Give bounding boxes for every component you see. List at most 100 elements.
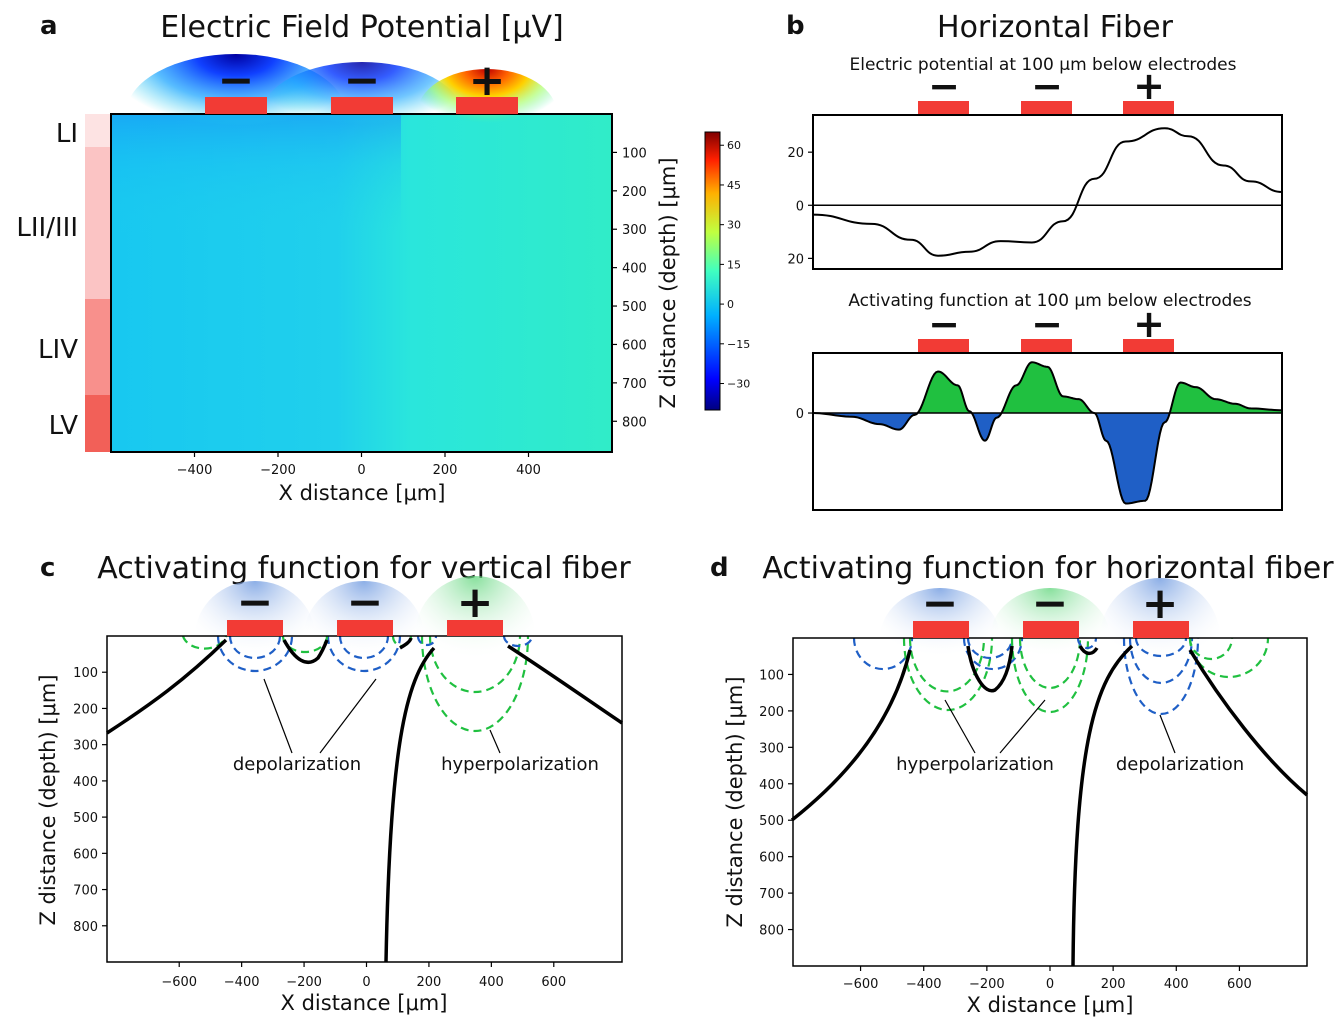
panel-d-x-ticks: −600 −400 −200 0 200 400 600 xyxy=(843,966,1252,992)
y-tick-label: 100 xyxy=(759,668,784,683)
y-tick-label: 700 xyxy=(622,377,647,392)
y-tick-label: 400 xyxy=(73,775,98,790)
electrode-sign-c-2: − xyxy=(347,577,384,628)
panel-c-black-contours xyxy=(106,637,623,963)
y-tick-label: 200 xyxy=(622,185,647,200)
electrode-c-1 xyxy=(227,620,283,636)
y-tick-label: 200 xyxy=(73,702,98,717)
layer-label-li: LI xyxy=(56,119,78,149)
electrode-sign-b2-1: − xyxy=(928,302,960,346)
y-tick-label: 700 xyxy=(73,884,98,899)
layer-band-li xyxy=(85,114,111,147)
panel-c-annotation-depolarization: depolarization xyxy=(233,754,361,775)
y-tick-label: 20 xyxy=(787,146,804,161)
y-tick-label: 300 xyxy=(622,223,647,238)
y-tick-label: 0 xyxy=(796,199,804,214)
electrode-sign-b2-3: + xyxy=(1133,302,1165,346)
x-tick-label: −200 xyxy=(286,975,322,990)
electrode-b2-1 xyxy=(918,339,969,353)
electrode-d-1 xyxy=(913,621,969,638)
panel-c-x-label: X distance [μm] xyxy=(281,991,448,1015)
hyperpolarization-area xyxy=(813,362,1282,414)
y-tick-label: 800 xyxy=(622,415,647,430)
panel-b: b Horizontal Fiber Electric potential at… xyxy=(786,10,1283,511)
layer-band-lii-iii xyxy=(85,147,111,299)
panel-c-annotation-hyperpolarization: hyperpolarization xyxy=(441,754,599,775)
panel-d-x-label: X distance [μm] xyxy=(967,993,1134,1017)
panel-d-annotation-depolarization: depolarization xyxy=(1116,754,1244,775)
panel-c-y-label: Z distance (depth) [μm] xyxy=(36,674,60,925)
y-tick-label: 600 xyxy=(73,847,98,862)
activating-curve xyxy=(812,361,1283,505)
x-tick-label: −200 xyxy=(260,463,296,478)
x-tick-label: 400 xyxy=(479,975,504,990)
y-tick-label: 300 xyxy=(73,739,98,754)
electrode-sign-a-1: − xyxy=(218,55,255,106)
y-tick-label: 400 xyxy=(759,778,784,793)
electrode-sign-c-3: + xyxy=(457,577,494,628)
electrode-b2-3 xyxy=(1123,339,1174,353)
x-tick-label: −400 xyxy=(177,463,213,478)
x-tick-label: 400 xyxy=(516,463,541,478)
colorbar-tick-label: 45 xyxy=(727,179,741,192)
electrode-sign-d-2: − xyxy=(1032,578,1069,629)
panel-d-black-contours xyxy=(790,644,1309,967)
panel-c-x-ticks: −600 −400 −200 0 200 400 600 xyxy=(161,962,566,990)
x-tick-label: 400 xyxy=(1164,977,1189,992)
electrode-b1-1 xyxy=(918,101,969,115)
panel-b-bottom-frame xyxy=(812,352,1283,511)
layer-label-lv: LV xyxy=(49,411,79,441)
panel-b-top-frame xyxy=(812,114,1283,270)
y-tick-label: 100 xyxy=(622,146,647,161)
panel-d-y-ticks: 100 200 300 400 500 600 700 800 xyxy=(759,668,793,939)
y-tick-label: 700 xyxy=(759,887,784,902)
x-tick-label: −600 xyxy=(161,975,197,990)
x-tick-label: −600 xyxy=(843,977,879,992)
electrode-a-1 xyxy=(205,97,267,114)
panel-d-letter: d xyxy=(710,553,729,583)
x-tick-label: −200 xyxy=(969,977,1005,992)
y-tick-label: 20 xyxy=(787,252,804,267)
colorbar-ticks: 60 45 30 15 0 −15 −30 xyxy=(720,139,750,391)
panel-b-title: Horizontal Fiber xyxy=(937,10,1174,45)
electrode-d-2 xyxy=(1023,621,1079,638)
panel-d-annotation-lines xyxy=(944,699,1176,754)
potential-curve xyxy=(812,127,1283,257)
electrode-c-3 xyxy=(447,620,503,636)
colorbar-tick-label: −15 xyxy=(727,338,750,351)
panel-a-y-ticks: 100 200 300 400 500 600 700 800 xyxy=(612,146,647,430)
x-tick-label: 600 xyxy=(1227,977,1252,992)
electrode-a-2 xyxy=(331,97,393,114)
electrode-a-3 xyxy=(456,97,518,114)
colorbar-tick-label: −30 xyxy=(727,378,750,391)
panel-d-title: Activating function for horizontal fiber xyxy=(762,551,1334,586)
electrode-sign-a-3: + xyxy=(469,55,506,106)
y-tick-label: 400 xyxy=(622,262,647,277)
panel-b-top-subtitle: Electric potential at 100 μm below elect… xyxy=(850,55,1237,75)
colorbar-tick-label: 30 xyxy=(727,219,741,232)
panel-d: d Activating function for horizontal fib… xyxy=(710,551,1334,1017)
x-tick-label: 200 xyxy=(1101,977,1126,992)
electrode-b1-2 xyxy=(1021,101,1072,115)
layer-label-lii-iii: LII/III xyxy=(16,213,78,243)
panel-a-letter: a xyxy=(40,11,58,41)
y-tick-label: 800 xyxy=(73,920,98,935)
y-tick-label: 200 xyxy=(759,705,784,720)
panel-a-x-ticks: −400 −200 0 200 400 xyxy=(177,452,541,478)
layer-band-lv xyxy=(85,395,111,452)
electrode-sign-b2-2: − xyxy=(1031,302,1063,346)
panel-a-x-label: X distance [μm] xyxy=(279,481,446,505)
y-tick-label: 500 xyxy=(73,811,98,826)
x-tick-label: 0 xyxy=(362,975,370,990)
y-tick-label: 600 xyxy=(622,338,647,353)
panel-a: a Electric Field Potential [μV] LI LII/I… xyxy=(16,10,750,505)
panel-c-y-ticks: 100 200 300 400 500 600 700 800 xyxy=(73,666,107,935)
y-tick-label: 500 xyxy=(759,814,784,829)
electrode-sign-d-1: − xyxy=(922,578,959,629)
colorbar-tick-label: 15 xyxy=(727,258,741,271)
panel-c-annotation-lines xyxy=(263,678,501,754)
layer-label-liv: LIV xyxy=(38,335,78,365)
colorbar-tick-label: 60 xyxy=(727,139,741,152)
panel-b-bottom-subtitle: Activating function at 100 μm below elec… xyxy=(848,291,1251,311)
y-tick-label: 600 xyxy=(759,851,784,866)
